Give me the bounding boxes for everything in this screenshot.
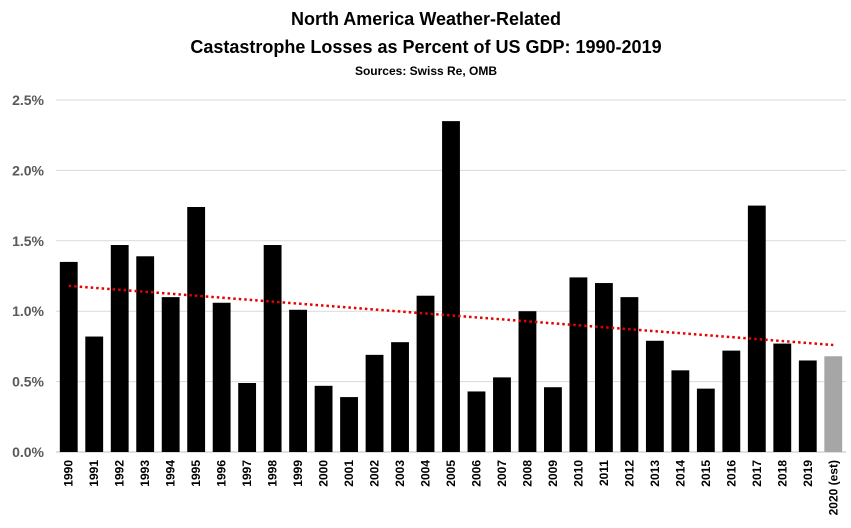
bar-2007 <box>493 377 511 452</box>
bars <box>59 121 843 453</box>
x-tick-label: 2008 <box>520 460 534 487</box>
x-tick-label: 2016 <box>724 460 738 487</box>
x-tick-label: 2003 <box>393 460 407 487</box>
x-tick-label: 2009 <box>546 460 560 487</box>
x-tick-label: 1991 <box>87 460 101 487</box>
chart-subtitle: Sources: Swiss Re, OMB <box>355 64 497 78</box>
y-tick-label: 2.5% <box>12 92 44 108</box>
bar-1996 <box>212 302 231 452</box>
bar-2020-est <box>824 356 843 452</box>
bar-1998 <box>263 245 282 452</box>
x-tick-label: 2012 <box>622 460 636 487</box>
x-tick-label: 1994 <box>164 460 178 487</box>
x-tick-label: 2001 <box>342 460 356 487</box>
x-tick-label: 2000 <box>317 460 331 487</box>
chart-title-line1: North America Weather-Related <box>291 9 561 29</box>
x-tick-label: 1993 <box>138 460 152 487</box>
x-tick-label: 2007 <box>495 460 509 487</box>
bar-1995 <box>187 207 206 452</box>
bar-2002 <box>365 354 384 452</box>
x-tick-label: 1998 <box>266 460 280 487</box>
chart-title-line2: Castastrophe Losses as Percent of US GDP… <box>190 37 661 57</box>
bar-2011 <box>594 283 613 452</box>
bar-1993 <box>136 256 155 452</box>
x-tick-label: 2015 <box>699 460 713 487</box>
bar-1994 <box>161 297 180 452</box>
bar-1991 <box>85 336 104 452</box>
x-tick-label: 2005 <box>444 460 458 487</box>
bar-2015 <box>696 388 715 452</box>
bar-2013 <box>645 340 664 452</box>
x-tick-label: 2011 <box>597 460 611 486</box>
x-axis-ticks: 1990 1991 1992 1993 1994 1995 1996 1997 1998 1999… <box>62 460 841 516</box>
y-tick-label: 0.0% <box>12 444 44 460</box>
bar-1999 <box>289 309 308 452</box>
trendline-layer <box>68 284 834 347</box>
bar-2004 <box>416 295 435 452</box>
y-tick-label: 1.0% <box>12 303 44 319</box>
x-tick-label: 1995 <box>189 460 203 487</box>
y-tick-label: 0.5% <box>12 374 44 390</box>
bar-1990 <box>59 261 78 452</box>
x-tick-label: 1999 <box>291 460 305 487</box>
x-tick-label: 2006 <box>469 460 483 487</box>
bar-2018 <box>773 343 792 452</box>
y-tick-label: 1.5% <box>12 233 44 249</box>
x-tick-label: 2013 <box>648 460 662 487</box>
x-tick-label: 1990 <box>62 460 76 487</box>
bar-2014 <box>671 370 690 452</box>
x-tick-label: 2014 <box>673 460 687 487</box>
bar-2001 <box>340 397 358 452</box>
y-axis-ticks: 0.0% 0.5% 1.0% 1.5% 2.0% 2.5% <box>12 92 44 460</box>
bar-1997 <box>238 383 257 452</box>
bar-2000 <box>314 385 333 452</box>
x-tick-label: 1992 <box>113 460 127 487</box>
x-tick-label: 2020 (est) <box>826 460 840 515</box>
bar-2019 <box>798 360 817 452</box>
bar-2010 <box>569 277 588 452</box>
x-tick-label: 2004 <box>419 460 433 487</box>
y-tick-label: 2.0% <box>12 162 44 178</box>
x-tick-label: 1996 <box>215 460 229 487</box>
bar-2008 <box>518 311 537 452</box>
bar-2006 <box>467 391 486 452</box>
bar-2003 <box>391 342 409 452</box>
bar-1992 <box>110 245 129 452</box>
x-tick-label: 1997 <box>240 460 254 487</box>
bar-2017 <box>747 205 766 452</box>
x-tick-label: 2017 <box>750 460 764 487</box>
x-tick-label: 2018 <box>775 460 789 487</box>
x-tick-label: 2010 <box>571 460 585 487</box>
x-tick-label: 2019 <box>801 460 815 487</box>
bar-2016 <box>722 350 741 452</box>
bar-2009 <box>544 387 562 452</box>
bar-2012 <box>620 297 639 452</box>
x-tick-label: 2002 <box>368 460 382 487</box>
bar-2005 <box>442 121 460 453</box>
trendline <box>68 284 834 347</box>
